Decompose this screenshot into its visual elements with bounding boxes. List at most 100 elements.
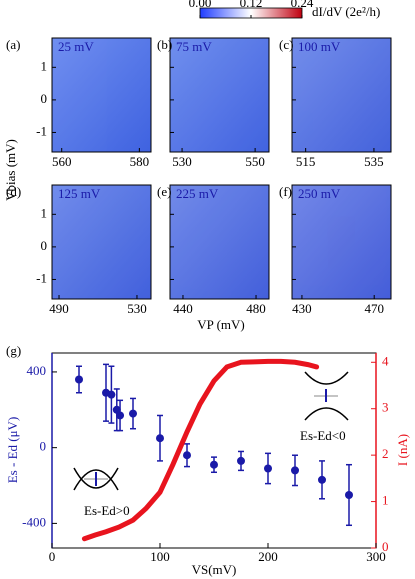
point <box>116 411 125 420</box>
panel-label: (g) <box>6 343 21 358</box>
feature <box>292 242 391 299</box>
feature <box>292 109 391 118</box>
panel-label: (c) <box>279 37 293 52</box>
y-tick-label: 0 <box>41 238 48 253</box>
x-tick-label: 300 <box>366 549 386 564</box>
point <box>156 434 164 443</box>
feature <box>64 38 102 152</box>
panel-frame <box>51 184 152 300</box>
point <box>183 451 191 460</box>
x-tick-label: 200 <box>258 549 278 564</box>
point <box>129 409 137 418</box>
y2-tick-label: 3 <box>382 400 389 415</box>
x-tick-label: 440 <box>173 301 193 316</box>
heatmap-features <box>292 185 391 299</box>
heatmap-features <box>52 185 151 299</box>
panel-frame <box>291 184 392 300</box>
feature <box>67 225 136 239</box>
feature <box>292 130 391 152</box>
panel-label: (e) <box>157 184 171 199</box>
colorbar-tick-label: 0.12 <box>240 0 263 10</box>
feature <box>67 246 136 259</box>
heatmap <box>52 185 151 299</box>
y-tick-label: 1 <box>41 205 48 220</box>
x-tick-label: 580 <box>130 154 150 169</box>
panel-frame <box>169 184 270 300</box>
point <box>210 460 218 469</box>
x-tick-label: 530 <box>127 301 147 316</box>
point <box>107 390 116 399</box>
x-tick-label: 560 <box>52 154 72 169</box>
heatmap <box>52 38 151 152</box>
feature <box>229 38 269 73</box>
feature <box>180 247 259 265</box>
panel-label: (a) <box>6 37 20 52</box>
heatmap-bg <box>52 38 151 152</box>
feature <box>170 38 215 82</box>
x-tick-label: 430 <box>292 301 312 316</box>
x-tick-label: 490 <box>49 301 69 316</box>
panel-label: (d) <box>6 184 21 199</box>
panel-label: (b) <box>157 37 172 52</box>
heatmap-features <box>292 38 391 152</box>
feature <box>52 281 151 299</box>
current-curve <box>81 358 320 542</box>
y-tick-label: -1 <box>36 270 47 285</box>
point <box>264 464 272 473</box>
x-tick-label: 480 <box>246 301 266 316</box>
heatmap-features <box>54 38 102 152</box>
feature <box>54 38 94 152</box>
heatmap <box>170 38 269 152</box>
panel-annotation: 75 mV <box>176 39 212 54</box>
panel-annotation: 125 mV <box>58 186 101 201</box>
x-tick-label: 515 <box>296 154 316 169</box>
y-axis-label: Es - Ed (μV) <box>5 417 20 484</box>
panel-frame <box>51 37 152 153</box>
panel-frame <box>169 37 270 153</box>
feature <box>170 86 269 109</box>
panel-annotation: 250 mV <box>298 186 341 201</box>
x-tick-label: 100 <box>150 549 170 564</box>
heatmap-features <box>170 185 269 299</box>
annotation: Es-Ed>0 <box>84 503 130 518</box>
x-axis-label: VS(mV) <box>192 562 237 577</box>
panel-label: (f) <box>279 184 292 199</box>
point <box>291 466 299 475</box>
y-axis-label: Vbias (mV) <box>3 139 18 201</box>
y-tick-label: -1 <box>36 123 47 138</box>
y2-tick-label: 0 <box>382 539 389 554</box>
feature <box>170 280 269 299</box>
annotation: Es-Ed<0 <box>300 428 346 443</box>
colorbar-tick-label: 0.00 <box>189 0 212 10</box>
inset-positive <box>73 467 119 491</box>
y-tick-label: 0 <box>41 91 48 106</box>
heatmap-features <box>170 38 269 152</box>
x-tick-label: 550 <box>245 154 265 169</box>
y-tick-label: 400 <box>27 363 47 378</box>
feature <box>170 131 205 152</box>
x-tick-label: 0 <box>49 549 56 564</box>
panel-annotation: 225 mV <box>176 186 219 201</box>
y-tick-label: -400 <box>22 514 46 529</box>
feature <box>292 90 391 101</box>
feature <box>292 38 391 90</box>
y-tick-label: 1 <box>41 58 48 73</box>
heatmap <box>292 38 391 152</box>
feature <box>292 185 391 225</box>
inset-negative <box>304 371 349 421</box>
x-tick-label: 535 <box>364 154 384 169</box>
feature <box>180 221 259 238</box>
x-tick-label: 530 <box>172 154 192 169</box>
panel-frame <box>291 37 392 153</box>
y2-tick-label: 2 <box>382 446 389 461</box>
y2-tick-label: 4 <box>382 353 389 368</box>
feature <box>292 226 391 233</box>
panel-annotation: 100 mV <box>298 39 341 54</box>
y2-axis-label: I (nA) <box>395 434 410 466</box>
y-tick-label: 0 <box>40 439 47 454</box>
point <box>345 490 353 499</box>
x-axis-label: VP (mV) <box>197 317 245 332</box>
point <box>318 475 326 484</box>
colorbar-label: dI/dV (2e²/h) <box>312 4 380 19</box>
